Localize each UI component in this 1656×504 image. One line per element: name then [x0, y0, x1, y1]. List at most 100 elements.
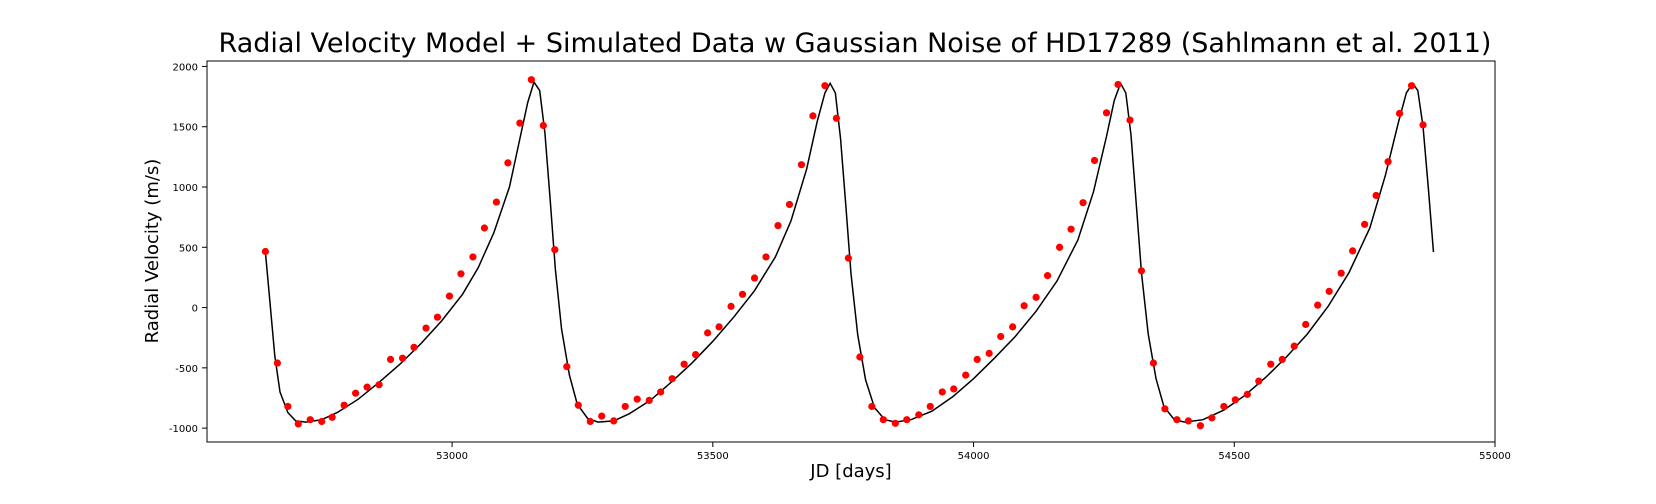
data-point: [1055, 243, 1064, 251]
data-point: [1020, 302, 1028, 310]
data-point: [1079, 199, 1087, 207]
data-point: [284, 402, 292, 411]
data-point: [1137, 267, 1146, 275]
data-point: [1407, 82, 1416, 90]
data-point: [692, 350, 700, 359]
data-point: [375, 381, 383, 389]
data-point: [363, 383, 371, 391]
data-point: [261, 247, 269, 256]
data-point: [1255, 377, 1263, 385]
y-axis-ticks: -1000 -500 0 500 1000 1500 2000: [169, 62, 207, 435]
data-point: [1090, 156, 1099, 165]
data-point: [1102, 109, 1111, 117]
data-point: [457, 270, 465, 278]
model-curve: [264, 80, 1435, 423]
data-point: [985, 349, 993, 357]
data-point: [340, 401, 348, 409]
data-series-layer: [261, 76, 1435, 430]
data-point: [1384, 158, 1392, 166]
data-point: [915, 411, 923, 419]
data-point: [598, 412, 606, 420]
x-tick-label: 53000: [436, 451, 468, 462]
y-tick-label: 500: [179, 243, 198, 254]
data-point: [938, 388, 946, 396]
data-point: [774, 221, 782, 230]
data-point: [997, 332, 1005, 341]
data-point: [903, 416, 911, 424]
data-point: [445, 292, 454, 300]
data-point: [1067, 225, 1075, 233]
data-point: [410, 343, 418, 351]
data-point: [704, 329, 712, 337]
data-point: [1184, 417, 1192, 425]
data-point: [551, 246, 559, 254]
data-point: [273, 359, 281, 367]
data-point: [657, 388, 665, 396]
data-point: [586, 417, 594, 426]
data-point: [1337, 269, 1345, 277]
data-point: [398, 354, 407, 362]
data-point: [680, 360, 688, 368]
data-point: [1173, 416, 1181, 424]
y-tick-label: 1500: [173, 123, 198, 134]
data-point: [1208, 414, 1216, 422]
data-point: [762, 253, 770, 261]
data-point: [621, 402, 629, 411]
data-point: [1114, 80, 1122, 89]
data-point: [386, 355, 395, 364]
data-point: [1196, 422, 1204, 430]
data-point: [973, 355, 981, 364]
data-point: [527, 76, 535, 84]
data-point: [539, 121, 547, 130]
data-point: [891, 419, 899, 427]
plot-frame: [206, 60, 1496, 443]
data-point: [1243, 390, 1251, 398]
data-point: [645, 396, 653, 404]
data-point: [480, 224, 489, 232]
data-point: [844, 254, 852, 262]
data-point: [1149, 359, 1158, 367]
data-point: [809, 112, 817, 120]
data-point: [1267, 360, 1275, 368]
x-tick-label: 54500: [1218, 451, 1250, 462]
data-point: [610, 417, 618, 425]
x-axis-ticks: 53000 53500 54000 54500 55000: [436, 442, 1511, 462]
data-point: [926, 402, 934, 411]
data-point: [516, 119, 524, 127]
y-tick-label: -500: [175, 364, 198, 375]
x-axis-label: JD [days]: [809, 461, 891, 482]
data-point: [668, 375, 676, 383]
data-point: [797, 161, 806, 169]
data-point: [1231, 396, 1239, 404]
data-point: [328, 413, 336, 421]
x-tick-label: 54000: [958, 451, 990, 462]
y-axis-label: Radial Velocity (m/s): [142, 159, 163, 344]
data-point: [574, 401, 582, 409]
chart-title: Radial Velocity Model + Simulated Data w…: [219, 28, 1492, 59]
data-point: [633, 395, 641, 403]
x-tick-label: 53500: [697, 451, 729, 462]
data-point: [1043, 272, 1052, 280]
data-point: [294, 420, 302, 428]
data-point: [1395, 109, 1404, 118]
data-point: [1220, 402, 1228, 411]
y-tick-label: 2000: [173, 62, 198, 73]
data-point: [962, 371, 970, 379]
data-point: [1302, 320, 1310, 329]
data-point: [868, 402, 876, 411]
y-tick-label: 0: [192, 304, 198, 315]
data-point: [306, 416, 314, 424]
data-point: [492, 198, 501, 206]
data-point: [352, 389, 360, 397]
x-tick-label: 55000: [1479, 451, 1511, 462]
data-point: [1126, 116, 1134, 124]
data-point: [469, 253, 477, 261]
data-point: [750, 274, 759, 282]
data-point: [1278, 355, 1286, 364]
data-point: [821, 82, 829, 90]
data-point: [785, 200, 794, 209]
y-tick-label: 1000: [173, 183, 198, 194]
data-point: [1032, 293, 1040, 301]
